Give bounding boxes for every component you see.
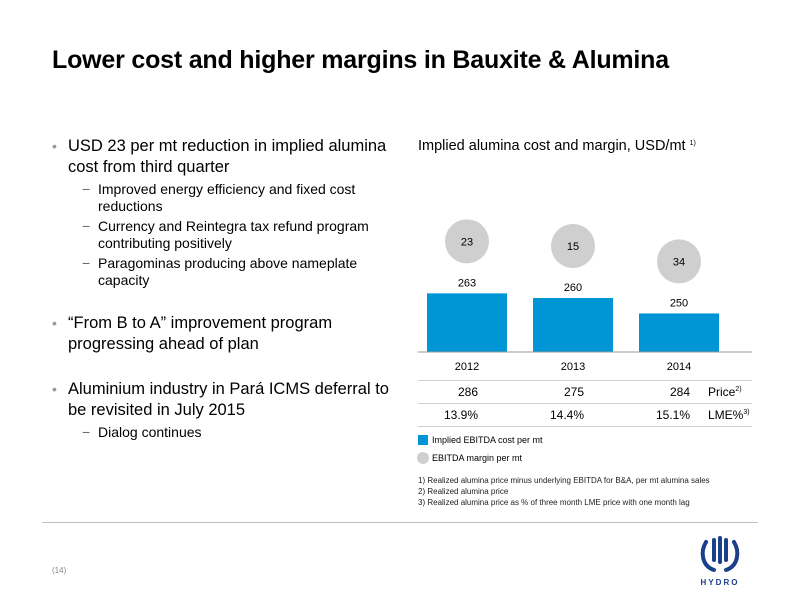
bullet-list: • USD 23 per mt reduction in implied alu… [52, 136, 397, 451]
bar-value-label: 260 [564, 282, 582, 294]
x-tick-label: 2014 [667, 361, 691, 373]
footer-divider [42, 522, 758, 523]
table-row-label: LME%3) [708, 408, 750, 422]
table-cell: 284 [669, 385, 690, 399]
bullet-dot-icon: • [52, 381, 57, 397]
footnotes: 1) Realized alumina price minus underlyi… [418, 475, 710, 508]
legend-square-icon [418, 435, 428, 445]
sub-bullet: − Paragominas producing above nameplate c… [68, 255, 397, 289]
sub-bullet-text: Paragominas producing above nameplate ca… [98, 255, 358, 288]
table-cell: 286 [457, 385, 478, 399]
bullet-dot-icon: • [52, 138, 57, 154]
table-row-price: 286 275 284 Price2) [418, 380, 752, 403]
footnote: 3) Realized alumina price as % of three … [418, 498, 690, 507]
table-cell: 14.4% [549, 408, 584, 422]
dash-icon: − [82, 255, 91, 271]
row-label-text: Price [708, 385, 736, 399]
margin-value-label: 15 [567, 241, 579, 253]
dash-icon: − [82, 218, 91, 234]
bullet-3: • Aluminium industry in Pará ICMS deferr… [52, 379, 397, 441]
sub-bullet-text: Improved energy efficiency and fixed cos… [98, 181, 356, 214]
sub-bullet-text: Dialog continues [98, 424, 202, 440]
bullet-dot-icon: • [52, 315, 57, 331]
bullet-3-text: Aluminium industry in Pará ICMS deferral… [68, 380, 389, 419]
chart-title-text: Implied alumina cost and margin, USD/mt [418, 138, 686, 154]
bar-2014 [639, 313, 719, 352]
bullet-1-text: USD 23 per mt reduction in implied alumi… [68, 137, 387, 176]
table-cell: 13.9% [443, 408, 478, 422]
page-number: (14) [52, 566, 67, 575]
table-cell: 275 [563, 385, 584, 399]
bullet-2: • “From B to A” improvement program prog… [52, 313, 397, 355]
sub-bullet: − Dialog continues [68, 424, 397, 441]
margin-circle-2012 [445, 219, 489, 264]
bar-value-label: 263 [458, 277, 476, 289]
chart-legend: Implied EBITDA cost per mt EBITDA margin… [417, 434, 543, 470]
footnote: 2) Realized alumina price [418, 487, 509, 496]
x-tick-label: 2013 [561, 361, 585, 373]
table-row-label: Price2) [708, 385, 742, 399]
logo-text: HYDRO [700, 578, 740, 587]
table-row-lme: 13.9% 14.4% 15.1% LME%3) [418, 403, 752, 427]
sub-bullet: − Improved energy efficiency and fixed co… [68, 181, 397, 215]
chart-title: Implied alumina cost and margin, USD/mt 1… [418, 138, 696, 154]
margin-circle-2014 [657, 239, 701, 284]
hydro-logo-icon [700, 536, 740, 572]
row-label-note: 2) [735, 386, 742, 393]
row-label-note: 3) [743, 409, 750, 416]
sub-bullet: − Currency and Reintegra tax refund progr… [68, 218, 397, 252]
dash-icon: − [82, 424, 91, 440]
legend-label: EBITDA margin per mt [432, 453, 523, 463]
x-tick-label: 2012 [455, 361, 479, 373]
chart-title-note: 1) [689, 140, 696, 147]
bar-value-label: 250 [670, 297, 688, 309]
legend-label: Implied EBITDA cost per mt [432, 435, 543, 445]
dash-icon: − [82, 181, 91, 197]
row-label-text: LME% [708, 408, 744, 422]
legend-item-margin: EBITDA margin per mt [417, 452, 543, 470]
price-table: 286 275 284 Price2) 13.9% 14.4% 15.1% LM… [418, 380, 752, 427]
bullet-1: • USD 23 per mt reduction in implied alu… [52, 136, 397, 289]
legend-circle-icon [417, 452, 429, 464]
margin-circle-2013 [551, 224, 595, 268]
bar-2013 [533, 298, 613, 352]
sub-bullet-text: Currency and Reintegra tax refund progra… [98, 218, 369, 251]
margin-value-label: 34 [673, 256, 685, 268]
margin-value-label: 23 [461, 236, 473, 248]
footnote: 1) Realized alumina price minus underlyi… [418, 476, 710, 485]
slide-title: Lower cost and higher margins in Bauxite… [52, 46, 669, 74]
legend-item-cost: Implied EBITDA cost per mt [418, 434, 543, 452]
table-cell: 15.1% [655, 408, 690, 422]
bar-2012 [427, 293, 507, 352]
bullet-2-text: “From B to A” improvement program progre… [68, 314, 333, 353]
